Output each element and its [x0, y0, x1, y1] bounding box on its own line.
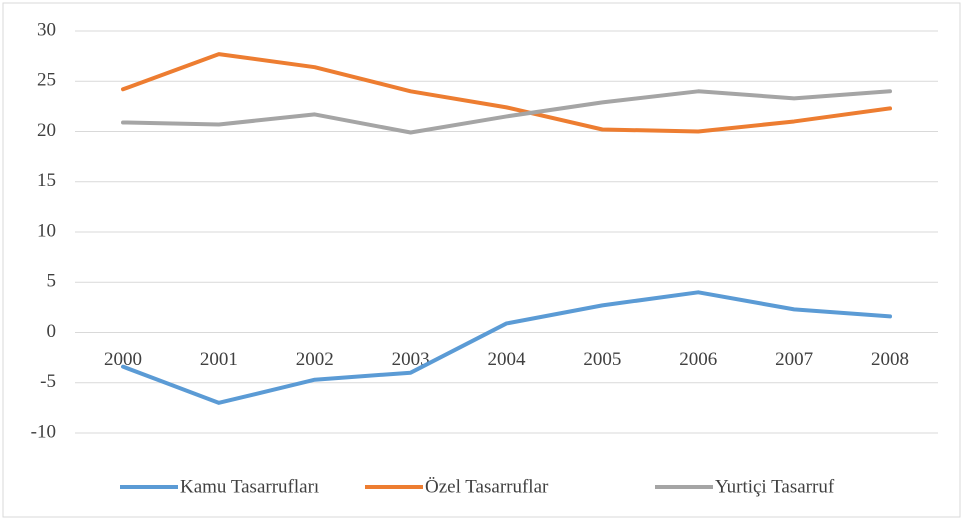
x-tick-label: 2005 [583, 349, 621, 370]
y-tick-label: -10 [31, 421, 56, 442]
y-tick-label: 15 [37, 170, 56, 191]
legend-label: Kamu Tasarrufları [180, 476, 319, 497]
x-tick-label: 2002 [296, 349, 334, 370]
legend-label: Özel Tasarruflar [425, 476, 549, 497]
y-tick-label: 10 [37, 220, 56, 241]
series-line [121, 290, 892, 405]
series-line [121, 52, 892, 134]
y-tick-label: 20 [37, 120, 56, 141]
y-tick-label: 25 [37, 70, 56, 91]
x-tick-label: 2004 [488, 349, 527, 370]
x-tick-label: 2001 [200, 349, 238, 370]
x-tick-label: 2007 [775, 349, 813, 370]
y-tick-label: 0 [47, 321, 57, 342]
x-tick-label: 2000 [104, 349, 142, 370]
series-line [121, 89, 892, 135]
y-tick-label: 5 [47, 271, 57, 292]
chart-border [2, 2, 961, 518]
y-tick-label: -5 [40, 371, 56, 392]
x-tick-label: 2006 [679, 349, 717, 370]
x-tick-label: 2003 [392, 349, 430, 370]
x-tick-label: 2008 [871, 349, 909, 370]
y-tick-label: 30 [37, 19, 56, 40]
legend-label: Yurtiçi Tasarruf [715, 476, 835, 497]
